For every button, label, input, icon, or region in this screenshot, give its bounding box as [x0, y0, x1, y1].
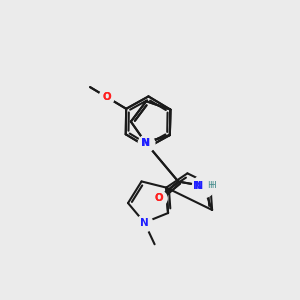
Text: O: O: [154, 193, 163, 203]
Text: N: N: [140, 218, 149, 228]
Text: O: O: [154, 193, 163, 203]
Text: O: O: [102, 92, 111, 102]
Text: H: H: [209, 181, 215, 190]
Text: H: H: [207, 181, 214, 190]
Text: N: N: [193, 181, 202, 191]
Text: N: N: [141, 137, 150, 148]
Text: N: N: [194, 181, 202, 191]
Text: N: N: [141, 137, 150, 148]
Text: O: O: [102, 92, 111, 102]
